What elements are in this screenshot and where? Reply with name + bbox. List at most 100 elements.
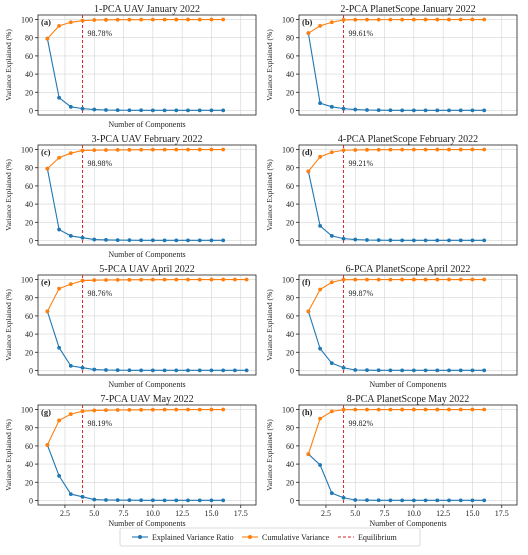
x-tick-label: 5.0: [350, 509, 360, 518]
cumulative-line: [46, 18, 224, 40]
explained-point: [458, 498, 463, 503]
cumulative-point: [92, 18, 97, 22]
cumulative-point: [306, 309, 311, 314]
cumulative-point: [411, 277, 416, 282]
explained-point: [353, 368, 358, 372]
explained-point: [104, 238, 108, 242]
panel-label: (c): [41, 147, 51, 157]
explained-point: [57, 345, 61, 350]
y-axis-label: Variance Explained (%): [265, 159, 274, 231]
explained-point: [127, 108, 132, 113]
y-tick-label: 80: [286, 164, 294, 173]
explained-point: [162, 108, 167, 113]
x-tick-label: 15.0: [465, 509, 479, 518]
explained-point: [68, 104, 73, 109]
explained-point: [139, 498, 144, 503]
y-axis-label: Variance Explained (%): [265, 289, 274, 361]
explained-point: [447, 238, 451, 243]
explained-line: [307, 171, 485, 241]
explained-point: [376, 498, 381, 503]
explained-point: [341, 495, 346, 500]
cumulative-point: [388, 407, 393, 412]
y-tick-label: 40: [286, 70, 294, 79]
x-tick-label: 17.5: [234, 509, 248, 518]
cumulative-point: [376, 277, 381, 282]
explained-point: [341, 365, 346, 370]
legend-label-equilibrium: Equilibrium: [358, 533, 397, 542]
x-tick-label: 7.5: [380, 509, 390, 518]
plot-frame: [298, 144, 518, 246]
y-axis-label: Variance Explained (%): [4, 29, 13, 101]
y-axis-label: Variance Explained (%): [4, 289, 13, 361]
y-tick-label: 80: [25, 294, 33, 303]
plot-frame: [37, 274, 257, 376]
explained-point: [318, 346, 322, 351]
cumulative-line: [308, 18, 485, 34]
panel-label: (a): [41, 17, 51, 27]
y-tick-label: 0: [29, 366, 33, 375]
explained-point: [186, 368, 190, 373]
explained-point: [447, 108, 451, 113]
cumulative-point: [115, 17, 120, 22]
cumulative-point: [209, 277, 214, 282]
cumulative-point: [162, 17, 167, 22]
explained-point: [435, 238, 440, 243]
cumulative-point: [376, 147, 381, 152]
explained-point: [423, 108, 428, 113]
cumulative-point: [458, 277, 463, 282]
cumulative-point: [197, 17, 202, 22]
explained-point: [92, 497, 97, 502]
cumulative-point: [411, 147, 416, 152]
explained-point: [435, 368, 440, 373]
panel-label: (g): [41, 407, 51, 417]
plot-frame: [37, 144, 257, 246]
cumulative-point: [92, 408, 97, 413]
panel-title: 4-PCA PlanetScope February 2022: [338, 134, 478, 145]
cumulative-point: [45, 309, 50, 314]
cumulative-line: [307, 278, 485, 312]
explained-point: [400, 498, 405, 503]
cumulative-point: [68, 412, 73, 416]
legend-marker-explained: [138, 535, 142, 539]
explained-line: [308, 453, 485, 501]
x-tick-label: 10.0: [407, 509, 421, 518]
explained-point: [318, 463, 322, 467]
explained-point: [162, 238, 167, 243]
cumulative-line: [307, 408, 485, 455]
cumulative-point: [458, 407, 463, 412]
cumulative-point: [162, 147, 167, 152]
cumulative-point: [174, 277, 179, 282]
cumulative-point: [400, 147, 405, 152]
explained-point: [482, 108, 487, 113]
x-tick-label: 7.5: [119, 509, 129, 518]
cumulative-point: [470, 277, 475, 282]
explained-line: [307, 311, 485, 371]
explained-point: [57, 474, 61, 478]
explained-point: [458, 368, 463, 373]
plot-frame: [298, 274, 518, 376]
explained-point: [197, 238, 202, 243]
cumulative-point: [174, 147, 179, 152]
equilibrium-annotation: 98.19%: [88, 419, 113, 428]
explained-point: [139, 108, 144, 113]
cumulative-point: [80, 148, 85, 153]
equilibrium-annotation: 98.78%: [88, 29, 113, 38]
plot-frame: [37, 404, 257, 506]
explained-line: [46, 168, 224, 241]
panel-title: 6-PCA PlanetScope April 2022: [346, 264, 471, 275]
cumulative-point: [162, 407, 167, 412]
explained-point: [174, 498, 179, 503]
cumulative-point: [435, 147, 440, 152]
explained-point: [139, 238, 144, 243]
y-tick-label: 60: [25, 182, 33, 191]
x-axis-label: Number of Components: [108, 250, 185, 259]
explained-point: [447, 368, 451, 373]
cumulative-point: [57, 418, 61, 423]
y-tick-label: 0: [29, 496, 33, 505]
panel-title: 2-PCA PlanetScope January 2022: [340, 4, 475, 15]
cumulative-point: [150, 147, 155, 152]
y-tick-label: 40: [25, 460, 33, 469]
explained-point: [435, 498, 440, 503]
explained-point: [197, 368, 202, 373]
